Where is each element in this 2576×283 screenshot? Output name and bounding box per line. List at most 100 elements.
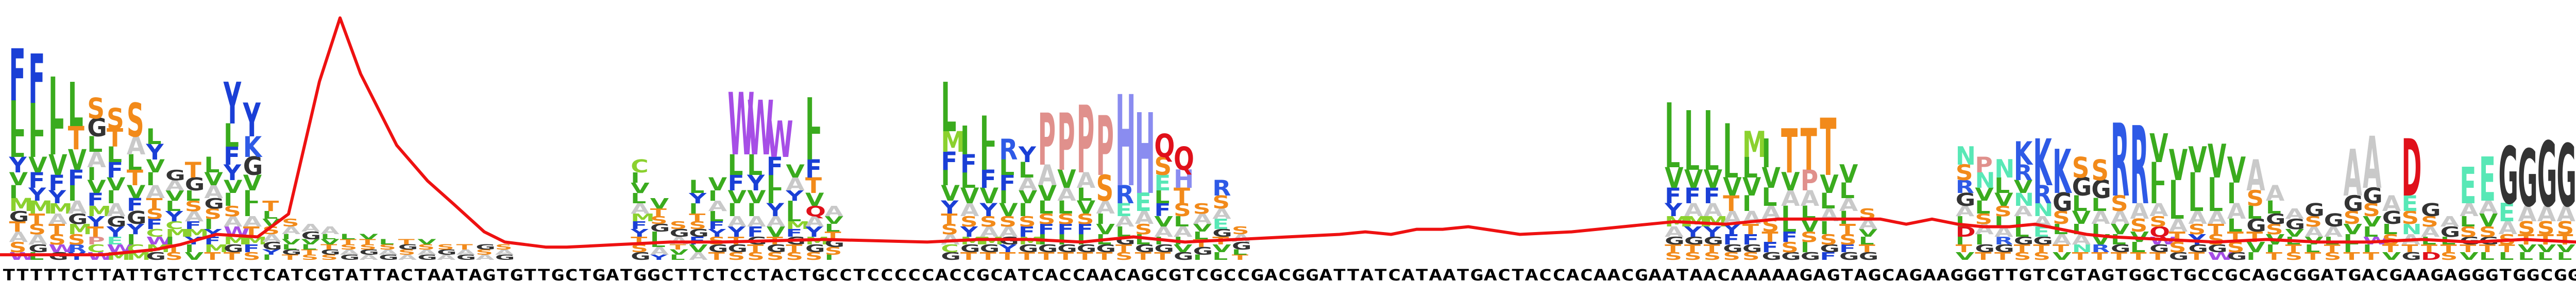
residue-F: F (1723, 232, 1739, 248)
residue-T: T (282, 254, 299, 262)
residue-S: S (379, 243, 396, 252)
residue-T: T (1174, 184, 1191, 208)
residue-S: S (165, 250, 183, 263)
residue-T: T (1994, 250, 2011, 263)
residue-Y: Y (165, 208, 184, 225)
residue-I: I (941, 166, 950, 190)
residue-T: T (2111, 250, 2127, 263)
residue-G: G (1174, 250, 1194, 263)
residue-N: N (2033, 200, 2053, 220)
residue-A: A (2246, 150, 2265, 200)
residue-T: T (2460, 242, 2476, 255)
residue-P: P (1057, 97, 1075, 188)
residue-S: S (1154, 152, 1172, 181)
residue-L: L (1956, 214, 1971, 230)
residue-S: S (2460, 224, 2477, 240)
residue-A: A (2266, 181, 2285, 206)
residue-T: T (1077, 250, 1093, 263)
residue-S: S (2246, 186, 2264, 211)
residue-L: L (2499, 250, 2514, 263)
residue-Y: Y (48, 187, 66, 207)
residue-T: T (2324, 242, 2341, 255)
residue-G: G (224, 242, 244, 255)
residue-T: T (2499, 242, 2515, 255)
residue-A: A (2324, 224, 2343, 240)
residue-V: V (2111, 221, 2130, 238)
residue-M: M (1742, 124, 1767, 166)
residue-G: G (2304, 200, 2325, 220)
residue-A: A (2382, 191, 2401, 216)
residue-G: G (437, 249, 457, 257)
residue-I: I (960, 118, 969, 164)
residue-V: V (2460, 250, 2478, 263)
residue-Y: Y (979, 200, 998, 220)
residue-A: A (2460, 200, 2478, 220)
residue-S: S (1684, 250, 1702, 263)
residue-V: V (2479, 210, 2498, 231)
residue-Y: Y (243, 93, 261, 147)
residue-T: T (999, 250, 1015, 263)
residue-S: S (185, 198, 202, 215)
residue-F: F (68, 166, 84, 190)
residue-G: G (282, 249, 302, 257)
residue-R: R (2130, 104, 2149, 229)
residue-S: S (320, 254, 338, 262)
residue-T: T (2266, 250, 2282, 263)
residue-Y: Y (650, 254, 669, 262)
residue-V: V (1975, 184, 1993, 205)
residue-G: G (2344, 191, 2364, 216)
residue-S: S (2130, 215, 2148, 236)
residue-V: V (708, 174, 727, 194)
residue-L: L (2091, 194, 2107, 215)
residue-F: F (767, 152, 783, 181)
residue-S: S (1019, 214, 1036, 230)
residue-I: I (1762, 131, 1771, 176)
residue-A: A (398, 254, 417, 262)
residue-G: G (2072, 173, 2092, 202)
residue-A: A (476, 254, 495, 262)
residue-G: G (185, 174, 205, 194)
residue-T: T (1975, 250, 1991, 263)
residue-L: L (1057, 197, 1073, 218)
residue-A: A (437, 254, 456, 262)
residue-Y: Y (106, 224, 125, 240)
residue-E: E (2479, 145, 2496, 216)
residue-L: L (2072, 191, 2088, 216)
residue-A: A (204, 182, 223, 202)
residue-A: A (2285, 206, 2304, 222)
residue-G: G (1975, 242, 1995, 255)
residue-F: F (960, 150, 977, 179)
residue-G: G (146, 250, 166, 263)
residue-A: A (1019, 174, 1037, 194)
residue-G: G (1704, 235, 1724, 247)
residue-V: V (224, 176, 242, 197)
residue-S: S (2149, 214, 2167, 230)
residue-L: L (1975, 197, 1990, 218)
residue-G: G (2285, 216, 2306, 233)
residue-A: A (282, 224, 300, 237)
residue-I: I (1975, 232, 1984, 248)
residue-L: L (708, 208, 724, 225)
residue-L: L (670, 254, 685, 262)
residue-I: I (747, 200, 756, 220)
residue-T: T (1820, 102, 1836, 193)
residue-Y: Y (727, 224, 746, 240)
residue-A: A (1742, 207, 1761, 228)
residue-V: V (1994, 189, 2013, 210)
residue-A: A (1096, 197, 1115, 218)
residue-L: L (262, 209, 278, 222)
residue-L: L (2382, 221, 2398, 238)
residue-T: T (689, 211, 705, 224)
residue-S: S (437, 243, 454, 252)
residue-S: S (1723, 250, 1740, 263)
residue-N: N (1956, 142, 1976, 171)
residue-L: L (767, 171, 782, 196)
residue-E: E (2460, 157, 2476, 216)
residue-G: G (1994, 242, 2014, 255)
residue-A: A (87, 148, 106, 172)
residue-K: K (2053, 137, 2072, 208)
residue-V: V (301, 238, 320, 246)
residue-S: S (650, 214, 668, 227)
residue-G: G (398, 243, 418, 252)
residue-I: I (146, 169, 155, 189)
